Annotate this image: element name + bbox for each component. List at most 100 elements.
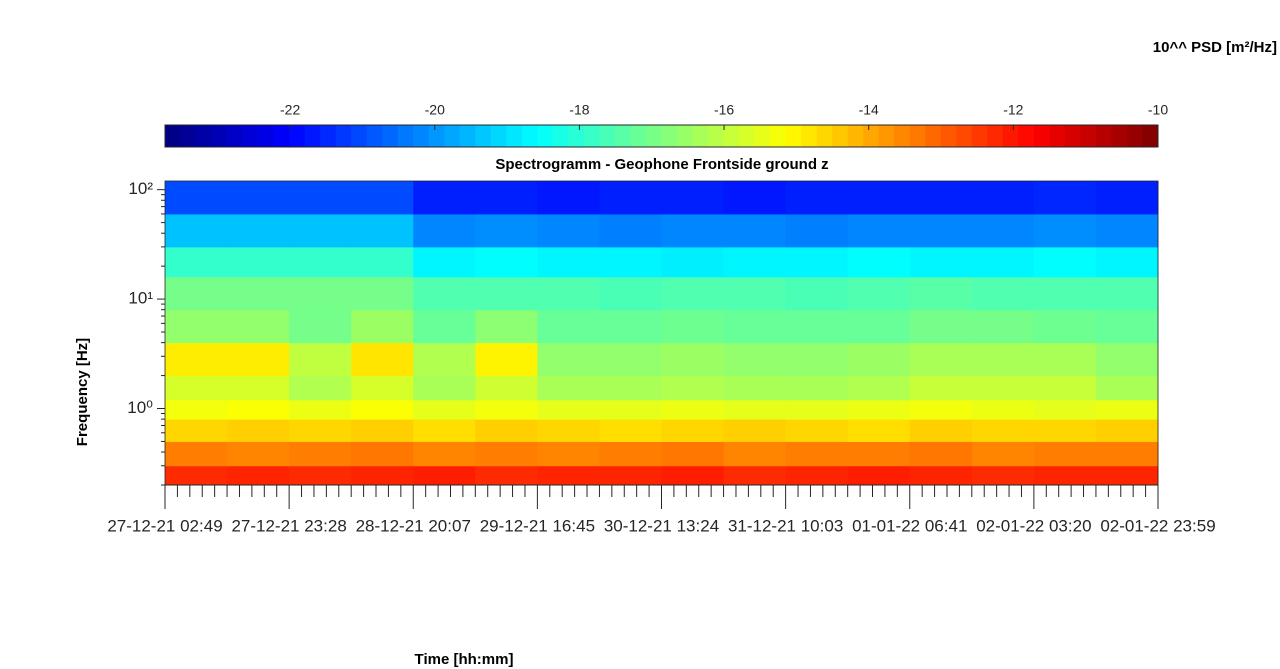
- colorbar-swatch: [614, 125, 631, 147]
- colorbar-swatch: [770, 125, 787, 147]
- heat-cell: [909, 375, 973, 401]
- colorbar-swatch: [832, 125, 849, 147]
- heat-cell: [785, 465, 849, 486]
- heat-cell: [723, 465, 787, 486]
- heat-cell: [1095, 399, 1159, 420]
- x-tick-label: 02-01-22 03:20: [976, 516, 1091, 535]
- heat-cell: [289, 276, 352, 311]
- x-tick-label: 27-12-21 02:49: [107, 516, 222, 535]
- heat-cell: [351, 465, 414, 486]
- heat-cell: [661, 342, 725, 377]
- heat-cell: [537, 309, 600, 344]
- heat-cell: [289, 465, 352, 486]
- heat-cell: [847, 419, 911, 442]
- heat-cell: [165, 213, 228, 248]
- colorbar-swatch: [847, 125, 864, 147]
- heat-cell: [413, 246, 476, 278]
- colorbar-tick-label: -18: [569, 102, 589, 118]
- colorbar-swatch: [320, 125, 337, 147]
- colorbar-swatch: [196, 125, 213, 147]
- heat-cell: [1033, 213, 1097, 248]
- heat-cell: [227, 419, 290, 442]
- colorbar-tick-label: -20: [425, 102, 445, 118]
- colorbar-swatch: [630, 125, 647, 147]
- heat-cell: [909, 276, 973, 311]
- heat-cell: [475, 181, 538, 215]
- heat-cell: [475, 246, 538, 278]
- heat-cell: [1095, 375, 1159, 401]
- colorbar-swatch: [971, 125, 988, 147]
- heat-cell: [909, 213, 973, 248]
- heat-cell: [475, 419, 538, 442]
- colorbar-swatch: [599, 125, 616, 147]
- heat-cell: [351, 213, 414, 248]
- colorbar-swatch: [397, 125, 414, 147]
- heat-cell: [537, 181, 600, 215]
- colorbar-frame: [164, 124, 1159, 148]
- heat-cell: [413, 399, 476, 420]
- heat-cell: [785, 419, 849, 442]
- heat-cell: [971, 399, 1035, 420]
- heat-cell: [599, 419, 662, 442]
- heat-cell: [289, 375, 352, 401]
- heat-cell: [723, 181, 787, 215]
- heat-cell: [723, 276, 787, 311]
- heat-cell: [971, 465, 1035, 486]
- heat-cell: [599, 399, 662, 420]
- colorbar-swatch: [692, 125, 709, 147]
- colorbar-swatch: [925, 125, 942, 147]
- colorbar-swatch: [987, 125, 1004, 147]
- heat-cell: [599, 213, 662, 248]
- heat-cell: [475, 465, 538, 486]
- heat-cell: [165, 181, 228, 215]
- heat-cell: [537, 399, 600, 420]
- colorbar-swatch: [1049, 125, 1066, 147]
- heat-cell: [1095, 276, 1159, 311]
- heat-cell: [847, 375, 911, 401]
- colorbar-swatch: [413, 125, 430, 147]
- y-tick-label: 10¹: [128, 289, 153, 308]
- heat-cell: [351, 181, 414, 215]
- colorbar-swatch: [1126, 125, 1143, 147]
- heat-cell: [165, 399, 228, 420]
- heat-cell: [413, 419, 476, 442]
- heat-cell: [661, 399, 725, 420]
- heat-cell: [971, 213, 1035, 248]
- heat-cell: [289, 246, 352, 278]
- heat-cell: [289, 441, 352, 467]
- colorbar-swatch: [242, 125, 259, 147]
- colorbar-swatch: [677, 125, 694, 147]
- heat-cell: [847, 465, 911, 486]
- heat-cell: [847, 181, 911, 215]
- heat-cell: [165, 276, 228, 311]
- heat-cell: [723, 399, 787, 420]
- colorbar-swatch: [940, 125, 957, 147]
- heat-cell: [413, 213, 476, 248]
- heat-cell: [785, 246, 849, 278]
- heat-cell: [227, 375, 290, 401]
- heat-cell: [1095, 309, 1159, 344]
- heat-cell: [785, 181, 849, 215]
- heat-cell: [661, 441, 725, 467]
- colorbar-swatch: [754, 125, 771, 147]
- heat-cell: [723, 342, 787, 377]
- colorbar-tick-label: -12: [1003, 102, 1023, 118]
- heat-cell: [971, 375, 1035, 401]
- colorbar-swatch: [956, 125, 973, 147]
- heat-cell: [165, 465, 228, 486]
- heat-cell: [227, 441, 290, 467]
- heat-cell: [723, 309, 787, 344]
- heat-cell: [909, 419, 973, 442]
- heat-cell: [599, 342, 662, 377]
- x-tick-label: 02-01-22 23:59: [1100, 516, 1215, 535]
- heat-cell: [165, 441, 228, 467]
- heat-cell: [909, 399, 973, 420]
- x-tick-label: 28-12-21 20:07: [356, 516, 471, 535]
- heat-cell: [847, 441, 911, 467]
- heat-cell: [971, 309, 1035, 344]
- heat-cell: [1095, 181, 1159, 215]
- heat-cell: [971, 419, 1035, 442]
- x-tick-label: 29-12-21 16:45: [480, 516, 595, 535]
- heat-cell: [661, 246, 725, 278]
